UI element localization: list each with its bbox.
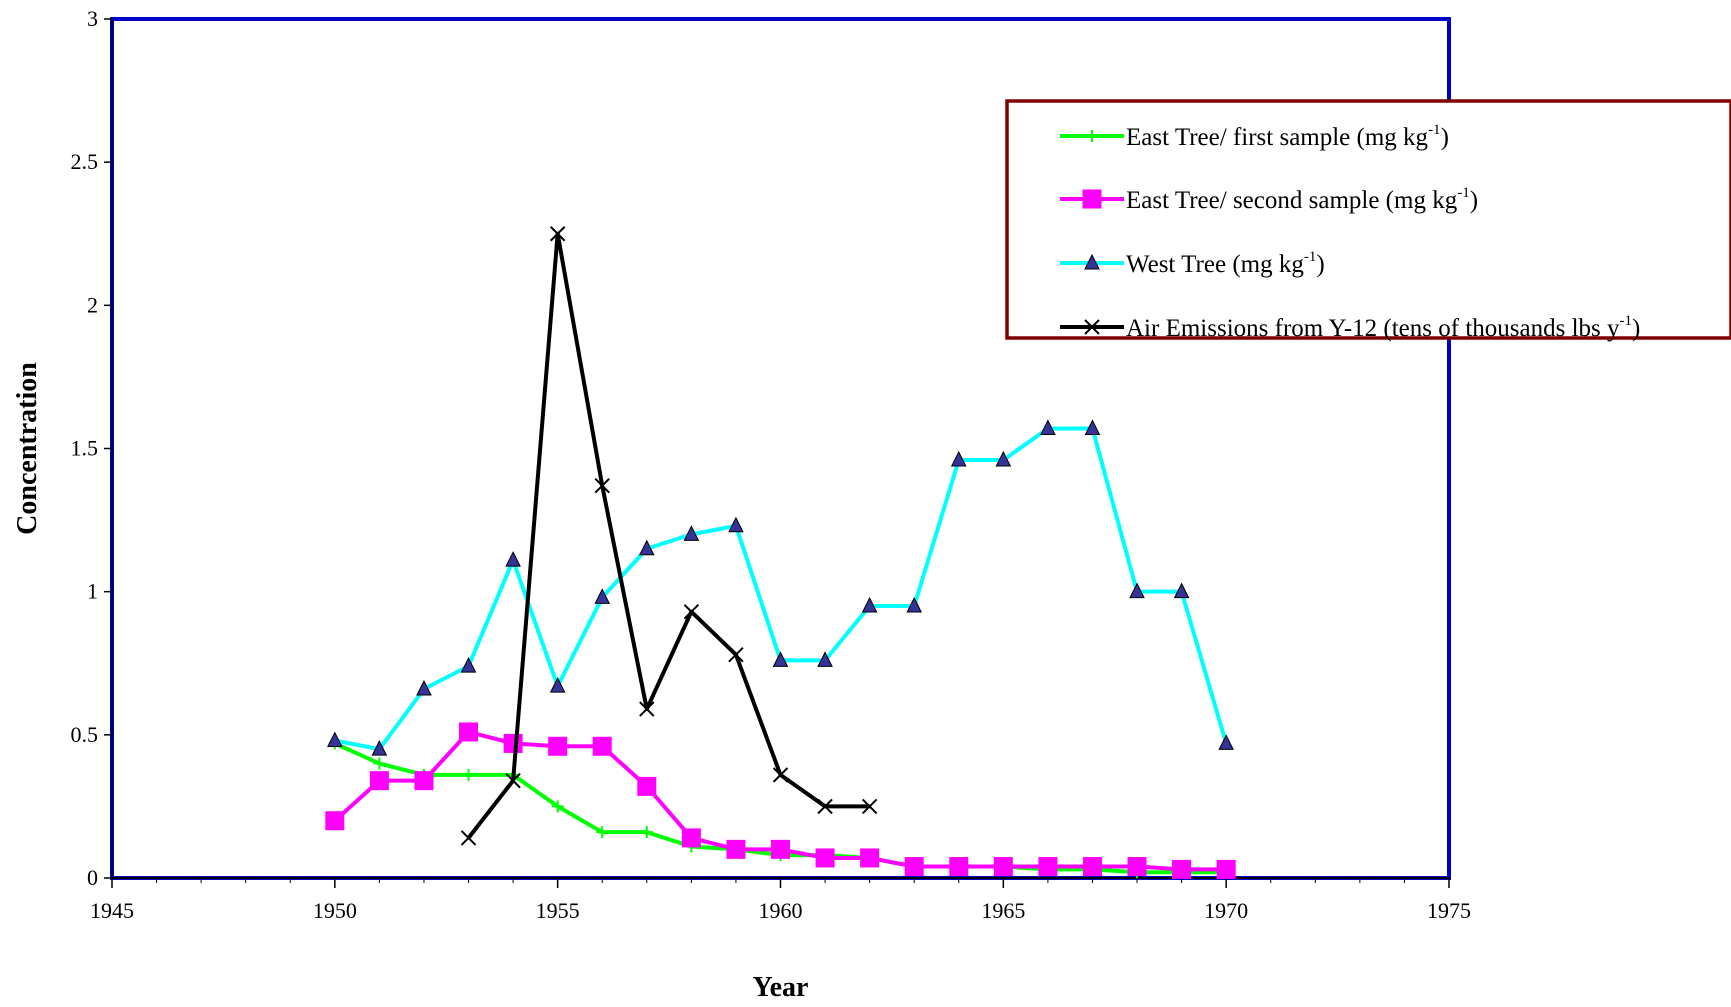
legend-swatch-marker	[1084, 319, 1100, 335]
series-3-point	[817, 651, 833, 667]
series-4	[460, 226, 878, 846]
series-3-point	[1129, 582, 1145, 599]
legend-label: East Tree/ first sample (mg kg-1)	[1126, 122, 1449, 151]
legend-item: East Tree/ first sample (mg kg-1)	[1060, 122, 1449, 151]
series-3-point	[371, 740, 388, 756]
series-2-point	[1127, 857, 1147, 877]
series-2-point	[771, 839, 790, 859]
series-3-point	[1218, 734, 1234, 750]
legend-swatch-marker	[1082, 189, 1102, 209]
series-4-point	[505, 772, 521, 789]
series-1-point	[462, 768, 475, 781]
series-4-point	[861, 798, 878, 815]
x-tick-label: 1945	[90, 898, 134, 923]
series-4-point	[594, 478, 610, 494]
series-4-line	[466, 231, 870, 840]
series-3	[327, 419, 1234, 756]
legend-item: East Tree/ second sample (mg kg-1)	[1060, 185, 1478, 214]
legend: East Tree/ first sample (mg kg-1) East Tr…	[1005, 99, 1731, 342]
series-3-point	[995, 450, 1012, 467]
series-2-point	[548, 736, 568, 756]
series-2-point	[325, 811, 345, 831]
axes: 0 0.5 1 1.5 2 2.5 3 1945 1950 1955 1960 1965 1970 197…	[71, 6, 1472, 923]
y-tick-label: 2.5	[71, 149, 99, 174]
x-tick-label: 1955	[536, 898, 580, 923]
series-3-point	[861, 596, 878, 613]
series-3-point	[906, 596, 923, 613]
legend-label: West Tree (mg kg-1)	[1126, 249, 1325, 278]
legend-swatch-marker	[1084, 253, 1100, 270]
legend-label: Air Emissions from Y-12 (tens of thousan…	[1126, 313, 1640, 342]
series-1-point	[551, 800, 564, 813]
y-tick-label: 1.5	[71, 436, 99, 461]
series-2-point	[1172, 859, 1192, 879]
series-3-point	[728, 516, 744, 533]
series-1-point	[373, 757, 386, 770]
x-tick-label: 1975	[1427, 898, 1471, 923]
series-2-point	[860, 848, 880, 868]
x-tick-label: 1970	[1204, 898, 1248, 923]
series-2-point	[949, 857, 969, 877]
series-2-point	[1038, 857, 1058, 877]
series-2-point	[503, 733, 523, 753]
series-4-point	[817, 798, 833, 815]
series-3-point	[638, 539, 655, 556]
series-1-point	[640, 826, 653, 839]
series-4-point	[549, 226, 566, 242]
x-tick-label: 1965	[981, 898, 1025, 923]
series-3-point	[460, 656, 477, 673]
y-tick-label: 0.5	[71, 722, 99, 747]
series-3-point	[1040, 419, 1056, 435]
series-2-point	[414, 771, 434, 791]
series-2-point	[1082, 857, 1102, 877]
series-3-point	[1084, 419, 1101, 435]
legend-swatch-marker	[1086, 130, 1098, 142]
series-4-point	[683, 604, 700, 620]
y-tick-label: 2	[87, 292, 98, 317]
legend-box	[1005, 99, 1731, 340]
y-tick-label: 1	[87, 579, 98, 604]
series-2-point	[993, 857, 1013, 877]
series-2-point	[637, 776, 657, 796]
series-3-point	[549, 677, 566, 693]
x-tick-label: 1950	[313, 898, 357, 923]
series-2-point	[369, 771, 389, 791]
series-3-point	[327, 731, 343, 748]
series-3-point	[1173, 582, 1190, 599]
y-tick-label: 3	[87, 6, 98, 31]
series-2	[325, 722, 1236, 879]
series-group	[325, 226, 1236, 879]
legend-item: Air Emissions from Y-12 (tens of thousan…	[1060, 313, 1640, 342]
legend-label: East Tree/ second sample (mg kg-1)	[1126, 185, 1478, 214]
series-4-point	[772, 767, 789, 783]
series-2-point	[726, 839, 746, 859]
series-1-point	[596, 826, 609, 839]
series-3-point	[416, 679, 432, 696]
series-2-point	[904, 857, 924, 877]
series-4-point	[728, 646, 744, 663]
x-axis-title: Year	[753, 972, 809, 1002]
series-3-point	[683, 525, 700, 541]
series-2-point	[592, 736, 612, 756]
series-2-point	[1216, 859, 1236, 879]
x-tick-label: 1960	[759, 898, 803, 923]
series-3-point	[772, 651, 789, 667]
series-2-point	[815, 848, 835, 868]
series-4-point	[639, 701, 655, 717]
series-4-point	[460, 830, 477, 846]
y-tick-label: 0	[87, 865, 98, 890]
series-2-point	[681, 828, 701, 848]
series-3-point	[950, 450, 967, 467]
y-axis-title: Concentration	[12, 362, 43, 535]
series-2-point	[459, 722, 479, 742]
series-3-point	[505, 551, 521, 567]
series-3-point	[594, 588, 611, 604]
legend-item: West Tree (mg kg-1)	[1060, 249, 1325, 278]
